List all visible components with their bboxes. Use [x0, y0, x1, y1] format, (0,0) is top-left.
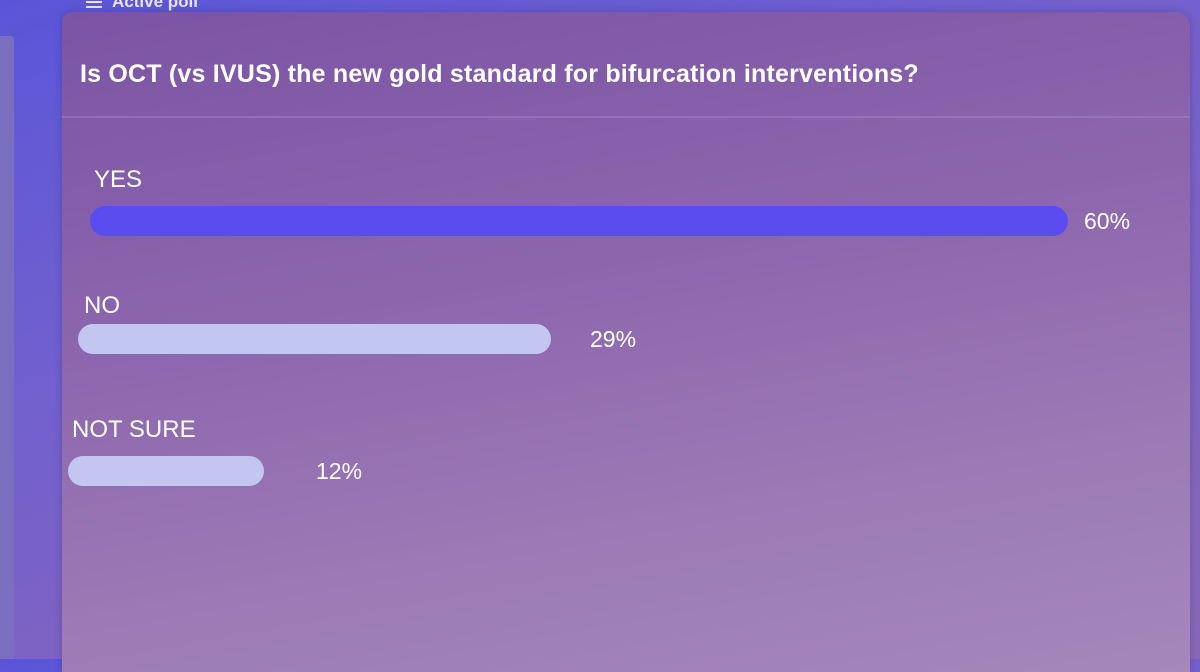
result-bar-track	[90, 206, 1090, 236]
result-bar-track	[78, 324, 1078, 354]
poll-option-no[interactable]: NO 29%	[62, 292, 1190, 372]
percent-label: 60%	[1084, 208, 1131, 234]
result-bar-track	[68, 456, 1068, 486]
option-label: NO	[84, 292, 120, 319]
option-label: NOT SURE	[72, 416, 196, 443]
result-bar	[78, 324, 551, 354]
result-bar	[68, 456, 264, 486]
poll-question: Is OCT (vs IVUS) the new gold standard f…	[80, 60, 919, 88]
poll-card: Is OCT (vs IVUS) the new gold standard f…	[62, 12, 1190, 672]
active-poll-label: Active poll	[112, 0, 198, 11]
result-bar	[90, 206, 1068, 236]
poll-option-not-sure[interactable]: NOT SURE 12%	[62, 416, 1190, 496]
percent-label: 29%	[590, 326, 637, 352]
side-panel-edge	[0, 36, 14, 659]
poll-option-yes[interactable]: YES 60%	[62, 162, 1190, 242]
percent-label: 12%	[316, 458, 363, 484]
list-icon	[86, 0, 102, 8]
divider	[62, 116, 1190, 118]
active-poll-header: Active poll	[86, 0, 198, 12]
option-label: YES	[94, 166, 143, 193]
